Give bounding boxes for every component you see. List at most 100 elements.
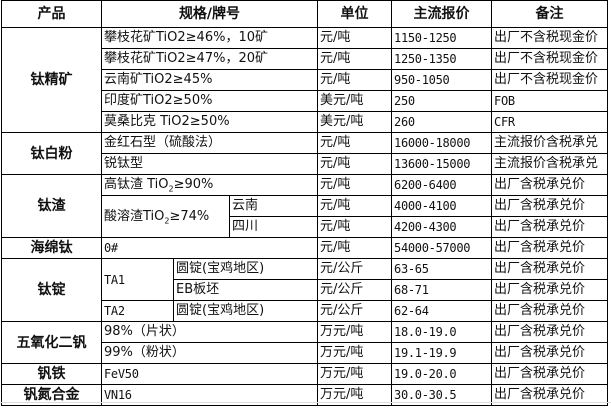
note-cell: 出厂含税承兑价	[491, 258, 609, 280]
header-unit: 单位	[317, 0, 393, 28]
spec-tail: ≥90%	[173, 177, 214, 192]
header-row: 产品 规格/牌号 单位 主流报价 备注	[1, 0, 609, 28]
unit-cell: 元/吨	[317, 69, 393, 91]
price-cell: 6200-6400	[391, 174, 493, 196]
header-note: 备注	[491, 0, 609, 28]
product-cell: 钒氮合金	[1, 384, 102, 406]
note-cell: 出厂不含税现金价	[491, 48, 609, 70]
table-row: 钛白粉 金红石型（硫酸法） 元/吨 16000-18000 主流报价含税承兑	[1, 132, 609, 175]
price-cell: 18.0-19.0	[391, 321, 493, 343]
spec-cell: 高钛渣 TiO2≥90%	[100, 174, 319, 196]
spec-cell: 印度矿TiO2≥50%	[100, 90, 319, 112]
table-row: 钛锭 TA1 圆锭(宝鸡地区) 元/公斤 63-65 出厂含税承兑价	[1, 258, 609, 322]
note-cell: 出厂含税承兑价	[491, 195, 609, 217]
price-cell: 4000-4100	[391, 195, 493, 217]
unit-cell: 美元/吨	[317, 111, 393, 133]
spec-cell: 莫桑比克 TiO2≥50%	[100, 111, 319, 133]
form-cell: EB板坯	[172, 279, 319, 301]
product-cell: 海绵钛	[1, 237, 102, 259]
unit-cell: 万元/吨	[317, 384, 393, 406]
price-cell: 19.1-19.9	[391, 342, 493, 364]
table-row: 钛渣 高钛渣 TiO2≥90% 元/吨 6200-6400 出厂含税承兑价	[1, 174, 609, 238]
spec-cell: FeV50	[100, 363, 319, 385]
spec-cell: 云南矿TiO2≥45%	[100, 69, 319, 91]
product-cell: 钛锭	[1, 258, 102, 322]
spec-text: 酸溶渣TiO	[104, 208, 165, 224]
unit-cell: 万元/吨	[317, 363, 393, 385]
product-cell: 五氧化二钒	[1, 321, 102, 364]
table-row: 印度矿TiO2≥50% 美元/吨 250 FOB	[2, 90, 609, 112]
region-cell: 云南	[228, 195, 319, 217]
note-cell: CFR	[491, 111, 609, 133]
price-cell: 260	[391, 111, 493, 133]
grade-cell: TA1	[101, 258, 174, 301]
grade-cell: TA2	[101, 300, 174, 322]
note-cell: 出厂含税承兑价	[491, 237, 609, 259]
note-cell: 主流报价含税承兑	[491, 132, 609, 154]
note-cell: 出厂不含税现金价	[491, 27, 609, 49]
spec-cell: 酸溶渣TiO2≥74%	[101, 195, 230, 238]
price-cell: 250	[391, 90, 493, 112]
note-cell: 出厂不含税现金价	[491, 69, 609, 91]
note-cell: 出厂含税承兑价	[491, 342, 609, 364]
spec-tail: ≥74%	[169, 208, 210, 224]
unit-cell: 元/吨	[317, 27, 393, 49]
unit-cell: 元/吨	[317, 153, 393, 175]
spec-subscript: 2	[168, 184, 174, 194]
spec-text: 高钛渣 TiO	[104, 177, 169, 192]
table-row: 五氧化二钒 98%（片状） 万元/吨 18.0-19.0 出厂含税承兑价	[1, 321, 609, 364]
note-cell: FOB	[491, 90, 609, 112]
table-row: 钒氮合金 VN16 万元/吨 30.0-30.5 出厂含税承兑价	[1, 384, 609, 406]
note-cell: 出厂含税承兑价	[491, 384, 609, 406]
price-cell: 1150-1250	[391, 27, 493, 49]
spec-subscript: 2	[164, 216, 170, 226]
spec-cell: 0#	[100, 237, 319, 259]
note-cell: 出厂含税承兑价	[491, 363, 609, 385]
price-cell: 62-64	[391, 300, 493, 322]
empty-grid-row	[0, 402, 611, 408]
spec-cell: 攀枝花矿TiO2≥46%，10矿	[100, 27, 319, 49]
unit-cell: 元/吨	[317, 195, 393, 217]
spec-cell: 98%（片状）	[100, 321, 319, 343]
price-cell: 4200-4300	[391, 216, 493, 238]
spec-cell: 99%（粉状）	[100, 342, 319, 364]
price-cell: 63-65	[391, 258, 493, 280]
unit-cell: 元/吨	[317, 132, 393, 154]
note-cell: 出厂含税承兑价	[491, 321, 609, 343]
header-spec: 规格/牌号	[100, 0, 319, 28]
product-cell: 钛渣	[1, 174, 102, 238]
price-cell: 1250-1350	[391, 48, 493, 70]
unit-cell: 元/吨	[317, 174, 393, 196]
header-product: 产品	[1, 0, 102, 28]
header-price: 主流报价	[391, 0, 493, 28]
price-cell: 68-71	[391, 279, 493, 301]
spec-cell: 金红石型（硫酸法）	[100, 132, 319, 154]
product-cell: 钛白粉	[1, 132, 102, 175]
note-cell: 主流报价含税承兑	[491, 153, 609, 175]
unit-cell: 元/公斤	[317, 279, 393, 301]
table-row: 钛精矿 攀枝花矿TiO2≥46%，10矿 元/吨 1150-1250 出厂不含税…	[1, 27, 609, 133]
unit-cell: 元/公斤	[317, 300, 393, 322]
form-cell: 圆锭(宝鸡地区)	[172, 258, 319, 280]
form-cell: 圆锭(宝鸡地区)	[172, 300, 319, 322]
spec-cell: VN16	[100, 384, 319, 406]
price-cell: 950-1050	[391, 69, 493, 91]
unit-cell: 万元/吨	[317, 342, 393, 364]
table-row: 钒铁 FeV50 万元/吨 19.0-20.0 出厂含税承兑价	[1, 363, 609, 385]
note-cell: 出厂含税承兑价	[491, 300, 609, 322]
note-cell: 出厂含税承兑价	[491, 174, 609, 196]
price-cell: 54000-57000	[391, 237, 493, 259]
table-row: 四川 元/吨 4200-4300 出厂含税承兑价	[2, 216, 609, 238]
table-row: 酸溶渣TiO2≥74% 云南 元/吨 4000-4100 出厂含税承兑价	[2, 195, 609, 238]
price-cell: 13600-15000	[391, 153, 493, 175]
unit-cell: 美元/吨	[317, 90, 393, 112]
unit-cell: 元/公斤	[317, 258, 393, 280]
note-cell: 出厂含税承兑价	[491, 279, 609, 301]
region-cell: 四川	[228, 216, 319, 238]
note-cell: 出厂含税承兑价	[491, 216, 609, 238]
price-cell: 30.0-30.5	[391, 384, 493, 406]
unit-cell: 元/吨	[317, 237, 393, 259]
spec-cell: 攀枝花矿TiO2≥47%，20矿	[100, 48, 319, 70]
table-row: EB板坯 元/公斤 68-71 出厂含税承兑价	[2, 279, 609, 301]
